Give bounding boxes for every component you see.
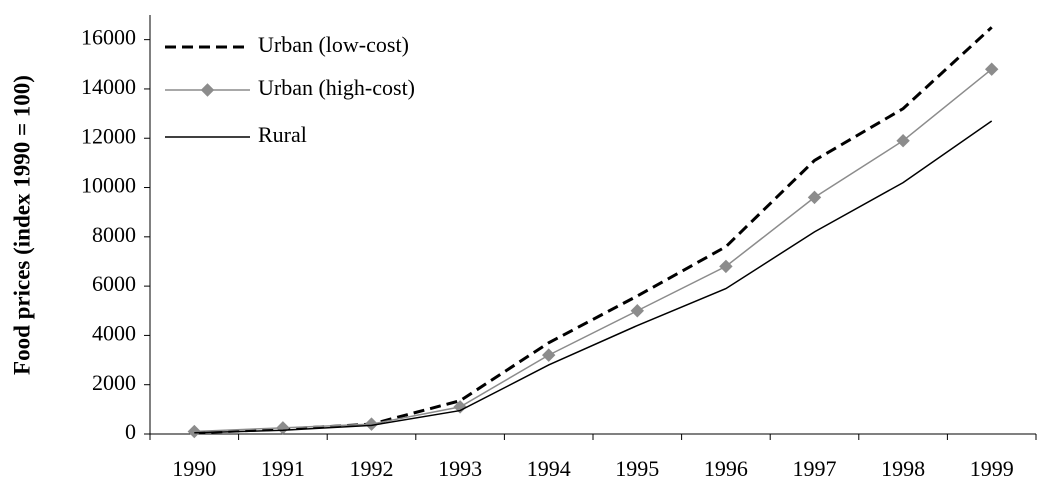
legend-marker xyxy=(200,83,215,97)
point-marker xyxy=(453,400,467,414)
x-tick-label: 1991 xyxy=(261,456,305,481)
x-tick-label: 1994 xyxy=(527,456,571,481)
legend-label: Urban (high-cost) xyxy=(258,75,415,100)
point-marker xyxy=(276,421,290,435)
x-tick-label: 1990 xyxy=(172,456,216,481)
series-line xyxy=(194,26,993,435)
x-tick-label: 1999 xyxy=(970,456,1014,481)
x-tick-label: 1993 xyxy=(438,456,482,481)
y-tick-label: 4000 xyxy=(92,320,136,345)
y-tick-label: 6000 xyxy=(92,271,136,296)
y-axis-title: Food prices (index 1990 = 100) xyxy=(9,75,34,375)
x-tick-label: 1992 xyxy=(350,456,394,481)
point-marker xyxy=(541,348,556,362)
y-tick-label: 2000 xyxy=(92,370,136,395)
x-tick-label: 1997 xyxy=(793,456,837,481)
y-tick-label: 0 xyxy=(125,419,136,444)
x-tick-label: 1998 xyxy=(881,456,925,481)
y-tick-label: 8000 xyxy=(92,222,136,247)
series-line xyxy=(194,68,993,433)
y-tick-label: 16000 xyxy=(81,25,136,50)
legend-label: Rural xyxy=(258,122,307,147)
point-marker xyxy=(630,304,645,318)
y-tick-label: 14000 xyxy=(81,74,136,99)
point-marker xyxy=(719,259,733,274)
legend-label: Urban (low-cost) xyxy=(258,32,409,57)
point-marker xyxy=(187,424,202,439)
x-tick-label: 1995 xyxy=(615,456,659,481)
y-tick-label: 12000 xyxy=(81,123,136,148)
x-tick-label: 1996 xyxy=(704,456,748,481)
point-marker xyxy=(984,62,999,76)
point-marker xyxy=(807,190,822,205)
y-tick-label: 10000 xyxy=(81,173,136,198)
series-line xyxy=(194,120,993,434)
point-marker xyxy=(896,133,910,148)
point-marker xyxy=(364,417,379,431)
